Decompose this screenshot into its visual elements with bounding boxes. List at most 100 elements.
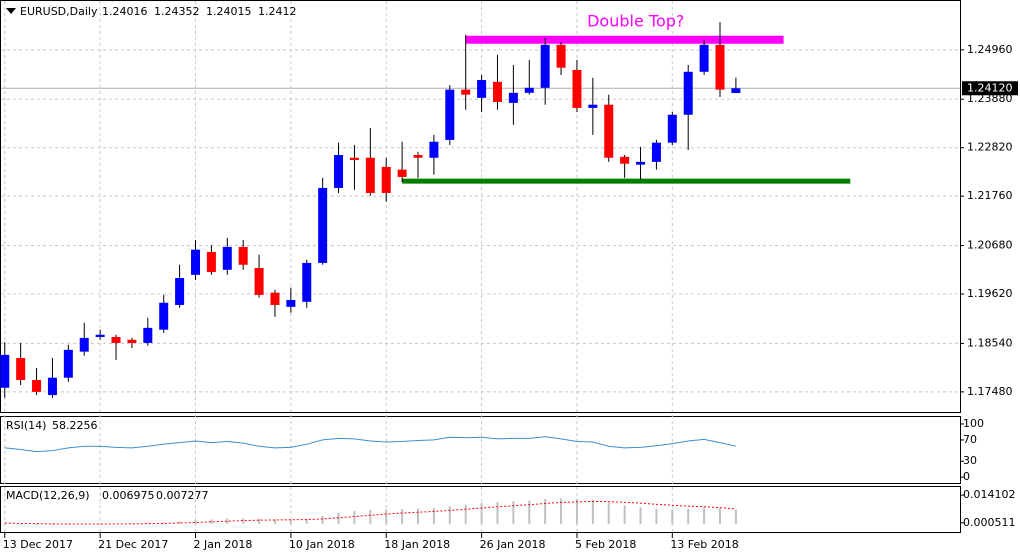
- candle-body: [699, 44, 709, 72]
- candle-body: [492, 81, 502, 102]
- x-tick-label: 2 Jan 2018: [193, 538, 252, 551]
- ohlc-low: 1.24015: [206, 5, 252, 18]
- macd-bar: [385, 509, 388, 524]
- x-tick-label: 18 Jan 2018: [384, 538, 450, 551]
- macd-bar: [321, 516, 324, 524]
- macd-bar: [719, 508, 721, 524]
- macd-bar: [401, 508, 404, 524]
- candle-body: [620, 156, 630, 164]
- ohlc-close: 1.2412: [258, 5, 297, 18]
- macd-bar: [560, 498, 563, 524]
- macd-bar: [289, 519, 292, 524]
- macd-bar: [591, 499, 594, 524]
- candle-body: [206, 251, 216, 273]
- candle-body: [413, 155, 423, 158]
- y-tick-label: 1.24960: [967, 43, 1013, 56]
- y-tick-label: 1.22820: [967, 141, 1013, 154]
- x-tick-label: 5 Feb 2018: [575, 538, 636, 551]
- y-tick-label: 70: [963, 433, 977, 446]
- macd-bar: [464, 504, 467, 524]
- candle-body: [32, 379, 42, 392]
- candle-body: [524, 87, 534, 93]
- rsi-title: RSI(14): [6, 419, 46, 432]
- candle-body: [667, 114, 677, 143]
- macd-bar: [432, 508, 435, 524]
- candle-body: [540, 44, 550, 88]
- y-tick-label: 0.000511: [963, 516, 1016, 529]
- candle-body: [365, 157, 375, 193]
- macd-bar: [512, 501, 515, 524]
- macd-bar: [417, 508, 420, 524]
- signal-value: 0.007277: [156, 489, 209, 502]
- macd-bar: [67, 523, 70, 525]
- macd-bar: [337, 512, 340, 524]
- candle-body: [222, 246, 232, 270]
- candle-body: [143, 327, 153, 343]
- candle-body: [47, 377, 57, 396]
- candle-body: [429, 141, 439, 158]
- macd-bar: [353, 510, 356, 524]
- signal-line: [4, 500, 736, 525]
- rsi-value: 58.2256: [52, 419, 98, 432]
- candle-body: [111, 337, 121, 343]
- y-tick-label: 1.20680: [967, 239, 1013, 252]
- macd-bar: [19, 523, 22, 525]
- macd-bar: [734, 509, 737, 524]
- macd-bar: [242, 518, 245, 524]
- candle-body: [334, 155, 344, 188]
- candle-body: [477, 80, 487, 98]
- y-tick-label: 100: [963, 417, 984, 430]
- ohlc-open: 1.24016: [102, 5, 148, 18]
- macd-bar: [146, 523, 149, 524]
- x-tick-label: 21 Dec 2017: [98, 538, 168, 551]
- candle-body: [95, 334, 105, 338]
- candle-body: [175, 278, 185, 305]
- macd-bar: [575, 499, 578, 524]
- main-panel: [0, 0, 961, 413]
- candle-body: [254, 267, 264, 295]
- current-price-label: 1.24120: [967, 81, 1013, 94]
- y-tick-label: 1.21760: [967, 189, 1013, 202]
- candle-body: [127, 339, 137, 343]
- macd-bar: [639, 507, 642, 524]
- macd-bar: [496, 502, 499, 524]
- x-tick-label: 26 Jan 2018: [480, 538, 546, 551]
- macd-bar: [258, 518, 261, 524]
- macd-bar: [369, 510, 372, 524]
- x-tick-label: 13 Dec 2017: [3, 538, 73, 551]
- candle-body: [238, 246, 248, 265]
- current-price-box: [962, 81, 1018, 96]
- macd-bar: [544, 499, 547, 524]
- y-tick-label: 0.014102: [963, 488, 1016, 501]
- macd-bar: [273, 519, 276, 524]
- rsi-line: [4, 436, 737, 453]
- candle-body: [445, 89, 455, 140]
- y-tick-label: 30: [963, 454, 977, 467]
- candle-body: [16, 358, 26, 380]
- macd-title: MACD(12,26,9): [6, 489, 90, 502]
- y-tick-label: 1.19620: [967, 287, 1013, 300]
- candle-body: [604, 104, 614, 158]
- candle-body: [588, 104, 598, 108]
- candle-body: [159, 302, 169, 330]
- chart-title: EURUSD,Daily: [20, 5, 98, 18]
- candle-body: [302, 262, 312, 302]
- candle-body: [318, 187, 328, 263]
- candle-body: [572, 69, 582, 108]
- macd-bar: [528, 500, 531, 524]
- candle-body: [79, 337, 89, 352]
- candle-body: [683, 71, 693, 115]
- candle-body: [556, 44, 566, 68]
- y-tick-label: 0: [963, 470, 970, 483]
- macd-bar: [35, 523, 38, 526]
- macd-bar: [480, 502, 483, 524]
- macd-bar: [607, 502, 610, 524]
- x-tick-label: 10 Jan 2018: [289, 538, 355, 551]
- y-tick-label: 1.23880: [967, 92, 1013, 105]
- macd-value: 0.006975: [102, 489, 155, 502]
- macd-bar: [448, 506, 451, 524]
- candle-body: [651, 142, 661, 162]
- macd-bar: [687, 508, 690, 524]
- macd-bar: [210, 519, 213, 524]
